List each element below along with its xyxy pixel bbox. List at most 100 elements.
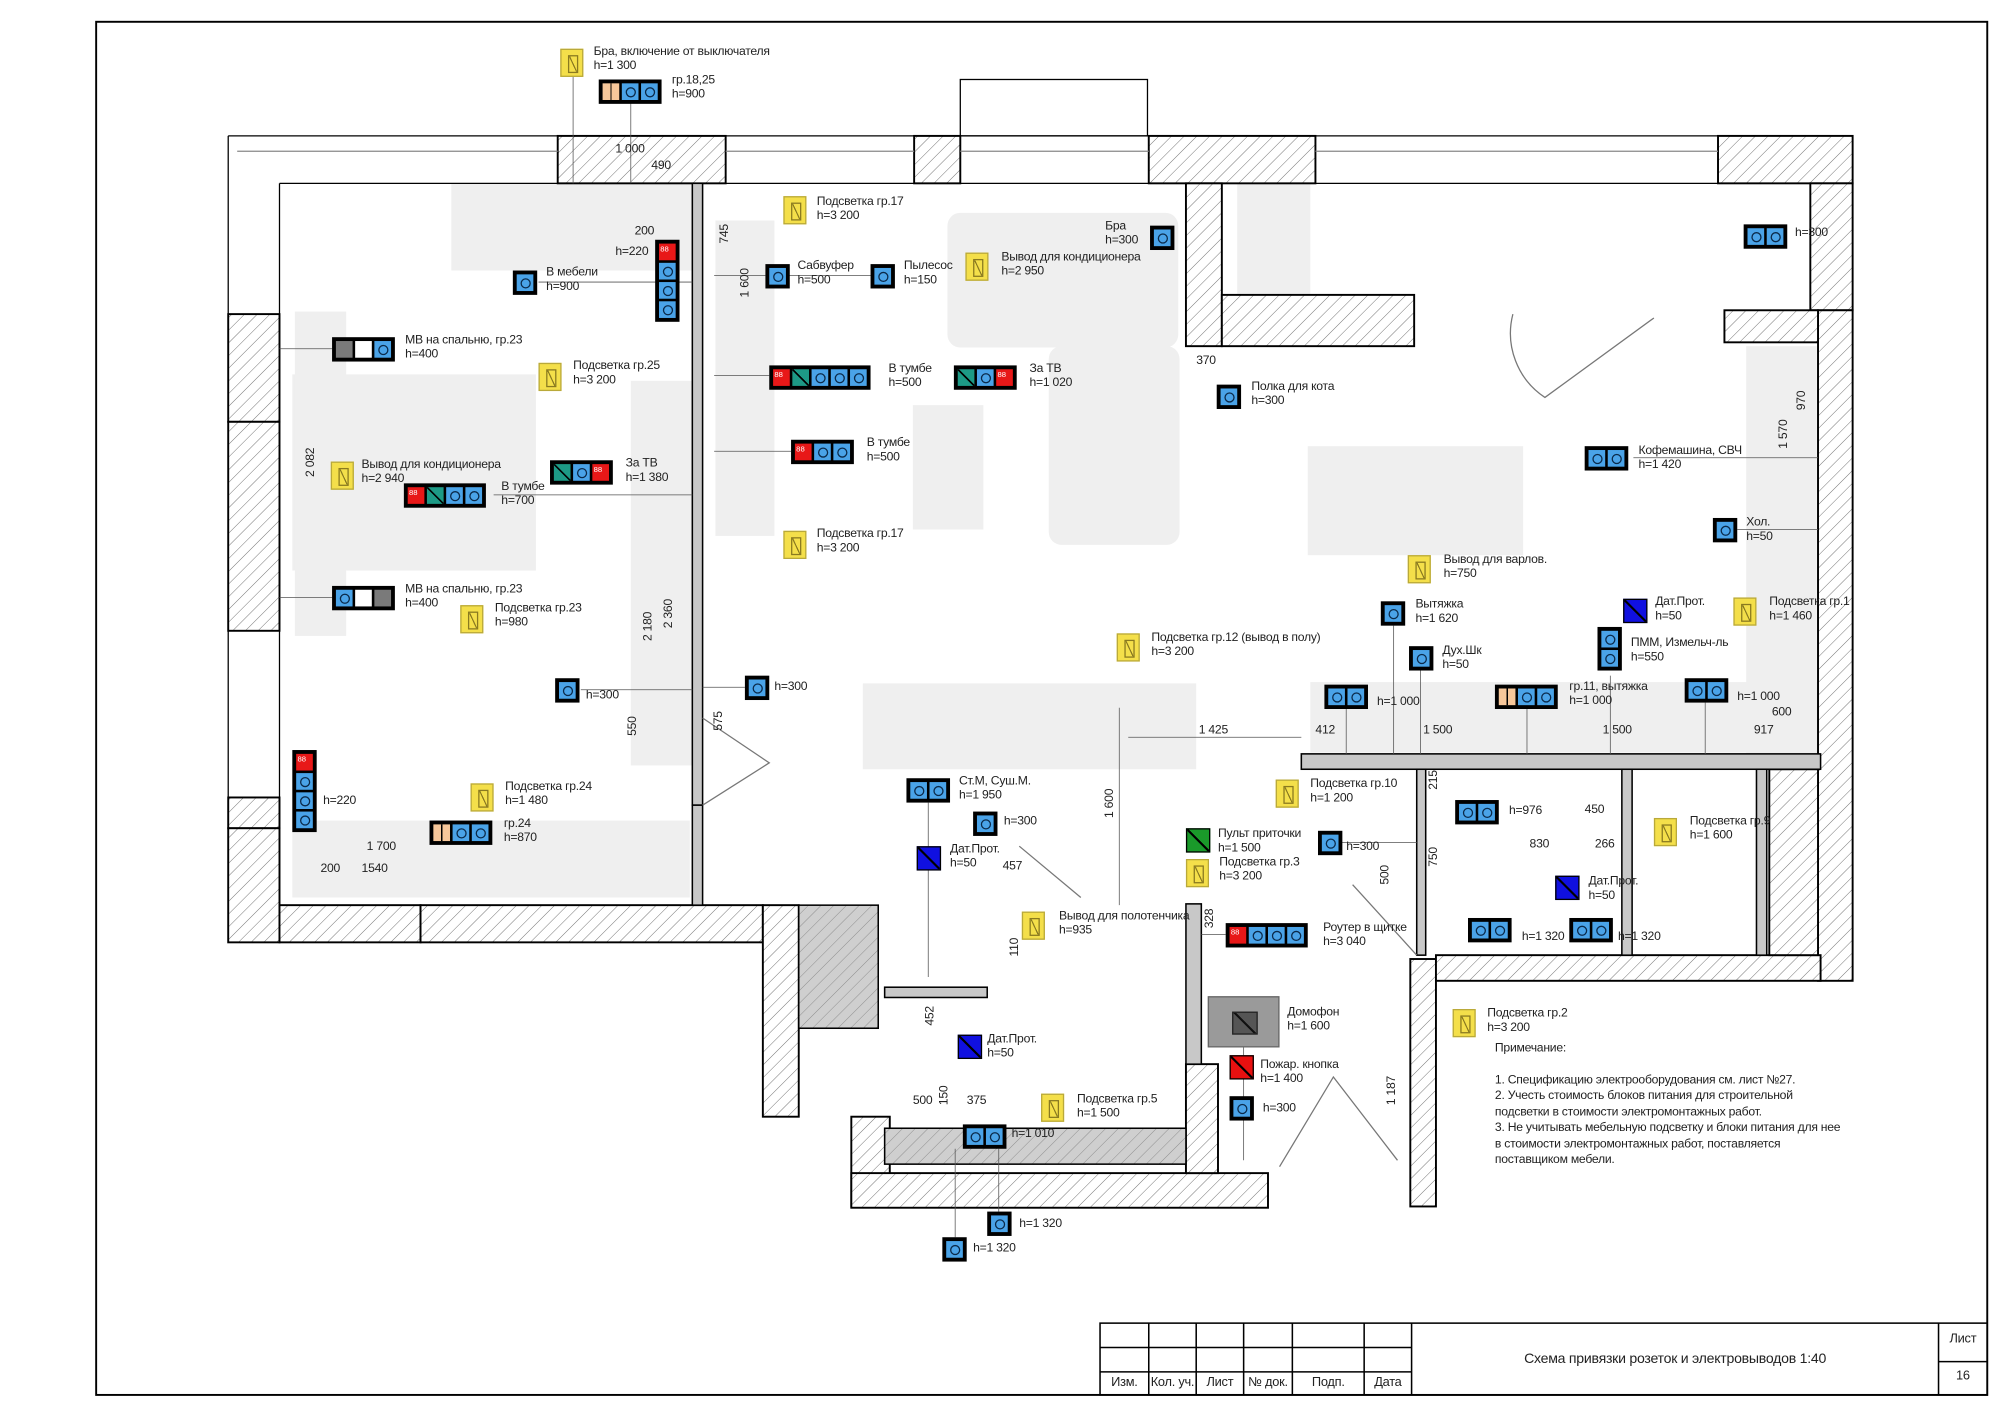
socket-icon xyxy=(621,83,639,101)
device-label: Подсветка гр.17 h=3 200 xyxy=(817,196,904,223)
socket-block-frame[interactable] xyxy=(292,750,317,833)
sheet-border xyxy=(95,20,1989,1396)
note-line: в стоимости электромонтажных работ, пост… xyxy=(1494,1136,1781,1151)
socket-block-frame[interactable] xyxy=(1150,225,1175,251)
socket-block-frame[interactable] xyxy=(906,778,951,803)
socket-block-frame[interactable] xyxy=(769,365,871,390)
socket-block-frame[interactable] xyxy=(1455,800,1499,825)
socket-block-frame[interactable] xyxy=(987,1211,1012,1236)
data-outlet-icon xyxy=(1229,926,1247,944)
device-label: Подсветка гр.12 (вывод в полу) h=3 200 xyxy=(1151,631,1320,659)
light-outlet-icon[interactable] xyxy=(1452,1009,1476,1038)
socket-block-frame[interactable] xyxy=(953,365,1017,390)
socket-block-frame[interactable] xyxy=(765,264,790,289)
dimension-label: 457 xyxy=(1002,859,1023,874)
drawing-title: Схема привязки розеток и электровыводов … xyxy=(1524,1351,1827,1367)
socket-block-frame[interactable] xyxy=(550,460,613,485)
device-name: Дат.Прот. xyxy=(1655,594,1705,609)
socket-block-frame[interactable] xyxy=(512,270,538,295)
light-outlet-icon[interactable] xyxy=(1407,555,1431,584)
light-outlet-icon[interactable] xyxy=(1041,1093,1065,1122)
leak-sensor-icon[interactable] xyxy=(1623,598,1648,624)
socket-block-frame[interactable] xyxy=(1229,1096,1254,1121)
light-outlet-icon[interactable] xyxy=(330,461,354,490)
socket-block-frame[interactable] xyxy=(1684,678,1729,703)
dimension-label: 830 xyxy=(1529,837,1550,852)
fire-button-icon[interactable] xyxy=(1229,1055,1254,1080)
socket-block-frame[interactable] xyxy=(973,811,998,836)
socket-block-frame[interactable] xyxy=(1380,601,1406,626)
socket-block-frame[interactable] xyxy=(1712,517,1738,543)
socket-block-frame[interactable] xyxy=(332,585,395,611)
socket-block-frame[interactable] xyxy=(1569,917,1613,943)
socket-block-frame[interactable] xyxy=(744,675,770,701)
light-outlet-icon[interactable] xyxy=(538,362,562,392)
socket-block-frame[interactable] xyxy=(403,483,486,508)
device-label: Бра, включение от выключателя h=1 300 xyxy=(594,45,770,73)
switch-icon xyxy=(602,83,620,101)
device-name: ПММ, Измельч-ль xyxy=(1630,635,1729,651)
partitions xyxy=(691,182,1822,1165)
socket-block-frame[interactable] xyxy=(1584,446,1629,471)
light-outlet-icon[interactable] xyxy=(783,196,807,225)
sheet-number: 16 xyxy=(1956,1369,1970,1384)
light-outlet-icon[interactable] xyxy=(1021,911,1045,940)
socket-icon xyxy=(1601,630,1619,648)
socket-icon xyxy=(1471,921,1489,939)
socket-icon xyxy=(296,773,313,790)
socket-block-frame[interactable] xyxy=(1324,684,1369,710)
socket-block-frame[interactable] xyxy=(1743,224,1788,249)
light-outlet-icon[interactable] xyxy=(560,48,584,77)
socket-block-frame[interactable] xyxy=(942,1237,967,1262)
socket-block-frame[interactable] xyxy=(870,264,895,289)
device-height: h=400 xyxy=(405,346,439,361)
device-label: гр.24 h=870 xyxy=(504,817,537,845)
light-outlet-icon[interactable] xyxy=(965,252,989,281)
socket-block-frame[interactable] xyxy=(1216,384,1242,409)
light-outlet-icon[interactable] xyxy=(1653,817,1677,847)
device-height: h=1 380 xyxy=(625,469,669,484)
socket-block-frame[interactable] xyxy=(655,239,680,322)
socket-icon xyxy=(1747,228,1765,245)
leak-sensor-icon[interactable] xyxy=(1555,875,1580,901)
socket-block-frame[interactable] xyxy=(1468,917,1512,943)
socket-block-frame[interactable] xyxy=(598,79,662,104)
leak-sensor-icon[interactable] xyxy=(916,846,942,871)
dimension-label: 917 xyxy=(1753,723,1774,738)
socket-block-frame[interactable] xyxy=(1494,684,1558,710)
light-outlet-icon[interactable] xyxy=(1275,779,1299,808)
socket-block-frame[interactable] xyxy=(332,337,395,362)
blank-cell-icon xyxy=(355,589,372,607)
light-outlet-icon[interactable] xyxy=(470,783,494,812)
device-height: h=1 320 xyxy=(1618,929,1661,944)
socket-block-frame[interactable] xyxy=(1409,646,1434,671)
socket-block-frame[interactable] xyxy=(555,678,580,703)
socket-block-frame[interactable] xyxy=(791,439,854,465)
socket-block-frame[interactable] xyxy=(1225,923,1308,948)
device-height: h=50 xyxy=(987,1045,1014,1060)
socket-block-frame[interactable] xyxy=(1597,626,1622,671)
socket-block-frame[interactable] xyxy=(429,820,493,845)
light-outlet-icon[interactable] xyxy=(783,530,807,559)
device-label: Вывод для кондиционера h=2 940 xyxy=(362,458,502,486)
device-height: h=700 xyxy=(501,492,535,508)
remote-panel-icon[interactable] xyxy=(1185,828,1211,853)
light-outlet-icon[interactable] xyxy=(460,605,484,634)
device-label: h=300 xyxy=(1795,226,1828,240)
socket-icon xyxy=(850,369,867,386)
light-outlet-icon[interactable] xyxy=(1116,633,1140,662)
socket-icon xyxy=(573,464,590,481)
sheet-label: Лист xyxy=(1949,1332,1977,1347)
intercom-icon[interactable] xyxy=(1207,996,1280,1048)
socket-icon xyxy=(1220,388,1238,406)
device-height: h=3 200 xyxy=(816,540,860,555)
socket-icon xyxy=(1412,650,1430,667)
socket-block-frame[interactable] xyxy=(1317,830,1343,856)
socket-block-frame[interactable] xyxy=(962,1124,1007,1149)
socket-icon xyxy=(465,487,483,504)
data-outlet-icon xyxy=(296,753,313,771)
light-outlet-icon[interactable] xyxy=(1185,859,1210,888)
light-outlet-icon[interactable] xyxy=(1733,597,1757,626)
device-label: h=1 320 xyxy=(1019,1217,1062,1231)
leak-sensor-icon[interactable] xyxy=(957,1034,983,1060)
